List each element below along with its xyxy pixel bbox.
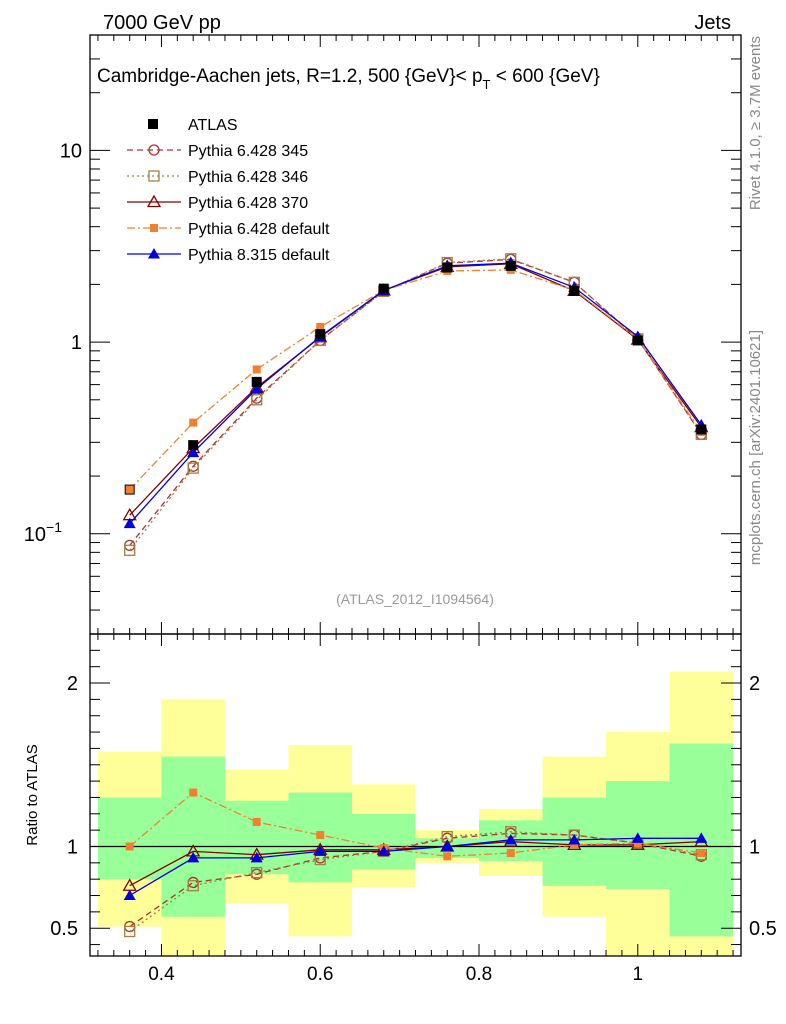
ratio-series-point — [189, 788, 198, 797]
main-series-line — [129, 263, 702, 516]
ratio-series-line — [129, 791, 702, 857]
legend: ATLAS Pythia 6.428 345 Pythia 6.428 346 Pyt… — [127, 117, 330, 264]
ratio-series-point — [187, 851, 200, 863]
y-tick-label-base: 10 — [24, 524, 46, 546]
ratio-series-line — [129, 837, 702, 897]
main-series-line — [129, 258, 702, 546]
ratio-series-point — [123, 889, 136, 901]
ratio-y-axis-label: Ratio to ATLAS — [24, 744, 41, 845]
y-tick-label-base: 10 — [60, 140, 82, 162]
main-series-point — [187, 462, 199, 474]
y-tick-label: 10 — [60, 140, 82, 162]
ratio-series-point — [695, 832, 708, 843]
ratio-series-point — [187, 880, 199, 892]
ratio-y-tick-label-left: 0.5 — [50, 918, 78, 940]
main-series-point — [125, 485, 134, 494]
main-plot-series — [122, 253, 709, 556]
ratio-series-point — [441, 840, 454, 851]
legend-label: Pythia 6.428 370 — [188, 195, 308, 212]
chart-title-tail: < 600 {GeV} — [490, 66, 599, 87]
mcplots-label: mcplots.cern.ch [arXiv:2401.10621] — [747, 330, 764, 565]
ratio-series-point — [633, 839, 642, 848]
main-series-line — [129, 262, 702, 525]
analysis-id-label: (ATLAS_2012_I1094564) — [336, 591, 494, 607]
ratio-series-point — [443, 852, 452, 861]
atlas-data-point — [251, 376, 262, 387]
ratio-y-tick-label-left: 1 — [67, 836, 78, 858]
y-tick-label: 1 — [71, 332, 82, 354]
legend-label: Pythia 6.428 346 — [188, 169, 308, 186]
main-series-point — [124, 544, 136, 556]
rivet-label: Rivet 4.1.0, ≥ 3.7M events — [747, 36, 764, 210]
main-series-line — [129, 258, 702, 551]
legend-marker — [148, 144, 160, 156]
ratio-series-point — [377, 845, 390, 856]
ratio-series-point — [631, 832, 644, 843]
legend-label: Pythia 6.428 345 — [188, 143, 308, 160]
legend-label-atlas: ATLAS — [188, 117, 238, 134]
main-series-point — [189, 418, 198, 427]
ratio-series-point — [124, 925, 136, 938]
y-tick-label: 10−1 — [24, 519, 62, 546]
x-tick-label: 0.8 — [466, 964, 492, 985]
ratio-band-green — [351, 813, 416, 870]
ratio-y-tick-label-left: 2 — [67, 673, 78, 695]
ratio-series-point — [316, 831, 325, 840]
main-series-line — [129, 269, 702, 491]
main-series-point — [187, 446, 200, 458]
ratio-plot-series — [122, 788, 709, 938]
atlas-data-point — [505, 260, 516, 271]
legend-label: Pythia 6.428 default — [188, 221, 330, 238]
x-tick-label: 1 — [633, 964, 644, 985]
ratio-series-point — [252, 817, 261, 826]
atlas-data-point — [569, 285, 580, 296]
main-series-point — [123, 517, 136, 529]
ratio-y-tick-label-right: 1 — [749, 836, 760, 858]
ratio-series-point — [251, 866, 263, 879]
main-series-point — [252, 365, 261, 374]
legend-marker — [150, 224, 158, 232]
chart-title-subscript: T — [483, 77, 491, 92]
main-series-point — [251, 394, 263, 406]
atlas-data-point — [378, 283, 389, 294]
atlas-data-point — [696, 424, 707, 435]
ratio-series-point — [125, 842, 134, 851]
ratio-series-point — [314, 845, 327, 856]
ratio-y-tick-label-right: 2 — [749, 673, 760, 695]
atlas-data-point — [442, 262, 453, 273]
atlas-data-point — [632, 335, 643, 346]
header-right-label: Jets — [694, 12, 731, 34]
legend-marker — [148, 170, 160, 182]
ratio-series-point — [697, 849, 706, 858]
legend-label: Pythia 8.315 default — [188, 247, 330, 264]
ratio-series-point — [506, 849, 515, 858]
x-tick-label: 0.4 — [148, 964, 175, 985]
y-tick-label-exponent: −1 — [46, 519, 62, 535]
header-left-label: 7000 GeV pp — [103, 12, 221, 34]
ratio-plot-axes: 0.4 0.6 0.8 1 0.5 0.5 1 1 2 2 — [50, 633, 777, 985]
atlas-data-point — [315, 329, 326, 340]
ratio-band-green — [161, 756, 225, 917]
ratio-series-point — [570, 840, 579, 849]
legend-marker-atlas — [148, 119, 158, 129]
atlas-data-point — [188, 440, 199, 451]
x-tick-label: 0.6 — [307, 964, 333, 985]
ratio-series-point — [250, 851, 263, 863]
y-tick-label-base: 1 — [71, 332, 82, 354]
main-series-point — [316, 322, 325, 331]
legend-marker — [148, 248, 160, 259]
chart-title: Cambridge-Aachen jets, R=1.2, 500 {GeV}<… — [97, 66, 600, 92]
ratio-series-line — [129, 840, 702, 887]
legend-marker — [146, 194, 162, 208]
ratio-uncertainty-bands — [90, 671, 741, 956]
ratio-band-green — [97, 797, 162, 880]
ratio-y-tick-label-right: 0.5 — [749, 918, 777, 940]
ratio-series-point — [504, 833, 517, 845]
chart-title-main: Cambridge-Aachen jets, R=1.2, 500 {GeV}<… — [97, 66, 483, 87]
ratio-series-point — [568, 833, 581, 845]
main-series-point — [250, 382, 263, 394]
